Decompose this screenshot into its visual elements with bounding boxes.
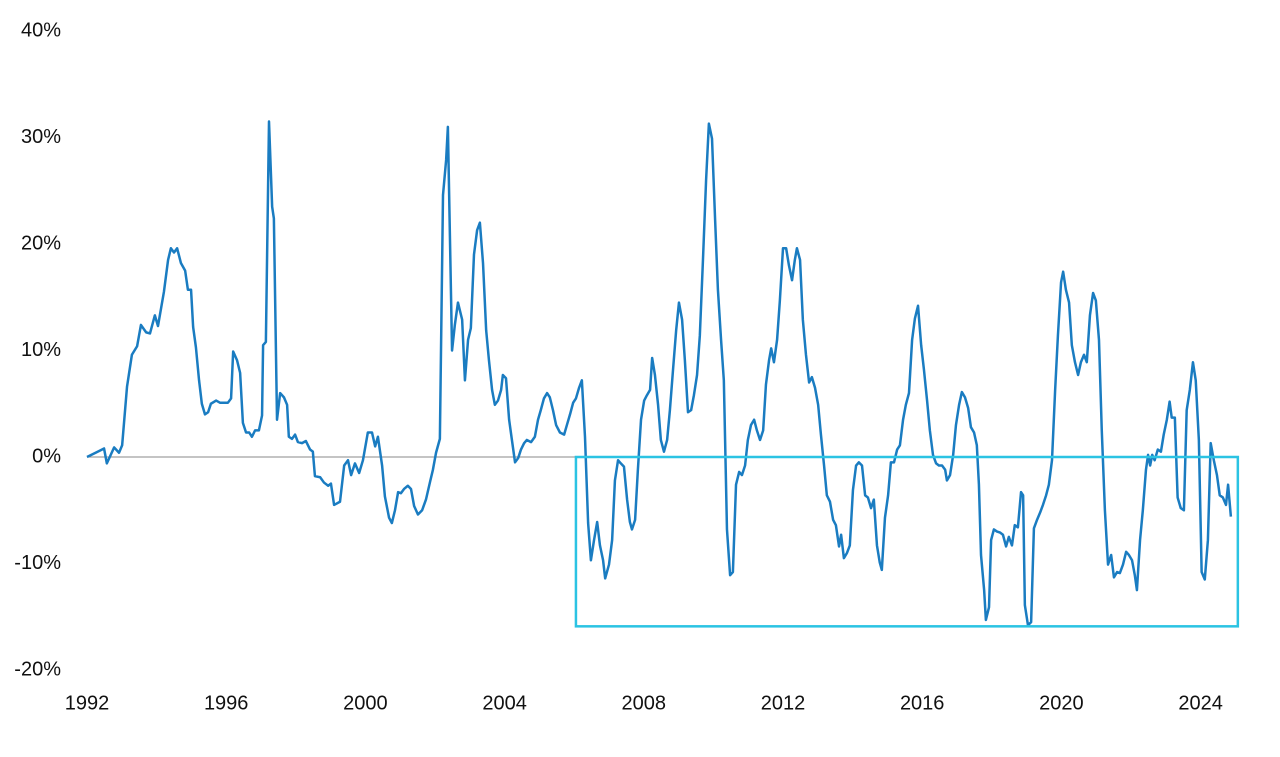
y-tick-label: 20% — [21, 232, 61, 254]
y-tick-label: 30% — [21, 126, 61, 148]
y-tick-label: 10% — [21, 339, 61, 361]
x-tick-label: 2000 — [343, 692, 388, 714]
x-tick-label: 2024 — [1178, 692, 1223, 714]
x-tick-label: 2012 — [761, 692, 806, 714]
x-tick-label: 1992 — [65, 692, 110, 714]
y-tick-label: 0% — [32, 445, 61, 467]
y-tick-label: 40% — [21, 19, 61, 41]
x-tick-label: 2008 — [622, 692, 667, 714]
x-tick-label: 1996 — [204, 692, 249, 714]
data-line — [86, 120, 1233, 627]
y-tick-label: -20% — [14, 658, 61, 680]
x-tick-label: 2020 — [1039, 692, 1084, 714]
x-tick-label: 2016 — [900, 692, 945, 714]
x-tick-label: 2004 — [482, 692, 527, 714]
highlight-box — [574, 455, 1240, 628]
y-tick-label: -10% — [14, 552, 61, 574]
